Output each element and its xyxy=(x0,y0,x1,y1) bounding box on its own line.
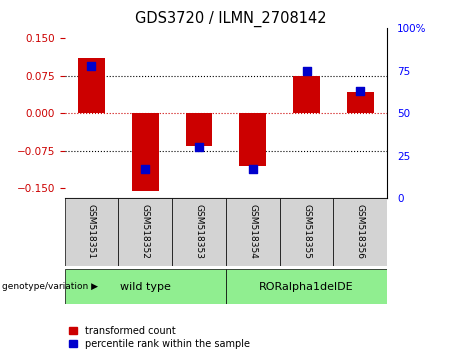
Text: GSM518355: GSM518355 xyxy=(302,204,311,259)
Point xyxy=(249,166,256,172)
Text: wild type: wild type xyxy=(120,282,171,292)
Text: GSM518352: GSM518352 xyxy=(141,204,150,258)
Bar xyxy=(65,269,226,304)
Bar xyxy=(226,269,387,304)
Point xyxy=(303,68,310,74)
Bar xyxy=(239,113,266,166)
Bar xyxy=(347,92,374,113)
Point xyxy=(88,63,95,69)
Bar xyxy=(132,113,159,191)
Bar xyxy=(78,58,105,113)
Text: GSM518353: GSM518353 xyxy=(195,204,203,259)
Bar xyxy=(172,198,226,266)
Bar xyxy=(118,198,172,266)
Text: GSM518356: GSM518356 xyxy=(356,204,365,259)
Point xyxy=(195,144,203,150)
Legend: transformed count, percentile rank within the sample: transformed count, percentile rank withi… xyxy=(70,326,250,349)
Text: GSM518351: GSM518351 xyxy=(87,204,96,259)
Bar xyxy=(280,198,333,266)
Bar xyxy=(333,198,387,266)
Bar xyxy=(65,198,118,266)
Bar xyxy=(185,113,213,146)
Text: genotype/variation ▶: genotype/variation ▶ xyxy=(2,282,98,291)
Point xyxy=(142,166,149,172)
Text: GSM518354: GSM518354 xyxy=(248,204,257,258)
Bar xyxy=(293,76,320,113)
Bar xyxy=(226,198,280,266)
Point xyxy=(357,88,364,94)
Text: GDS3720 / ILMN_2708142: GDS3720 / ILMN_2708142 xyxy=(135,11,326,27)
Text: RORalpha1delDE: RORalpha1delDE xyxy=(259,282,354,292)
